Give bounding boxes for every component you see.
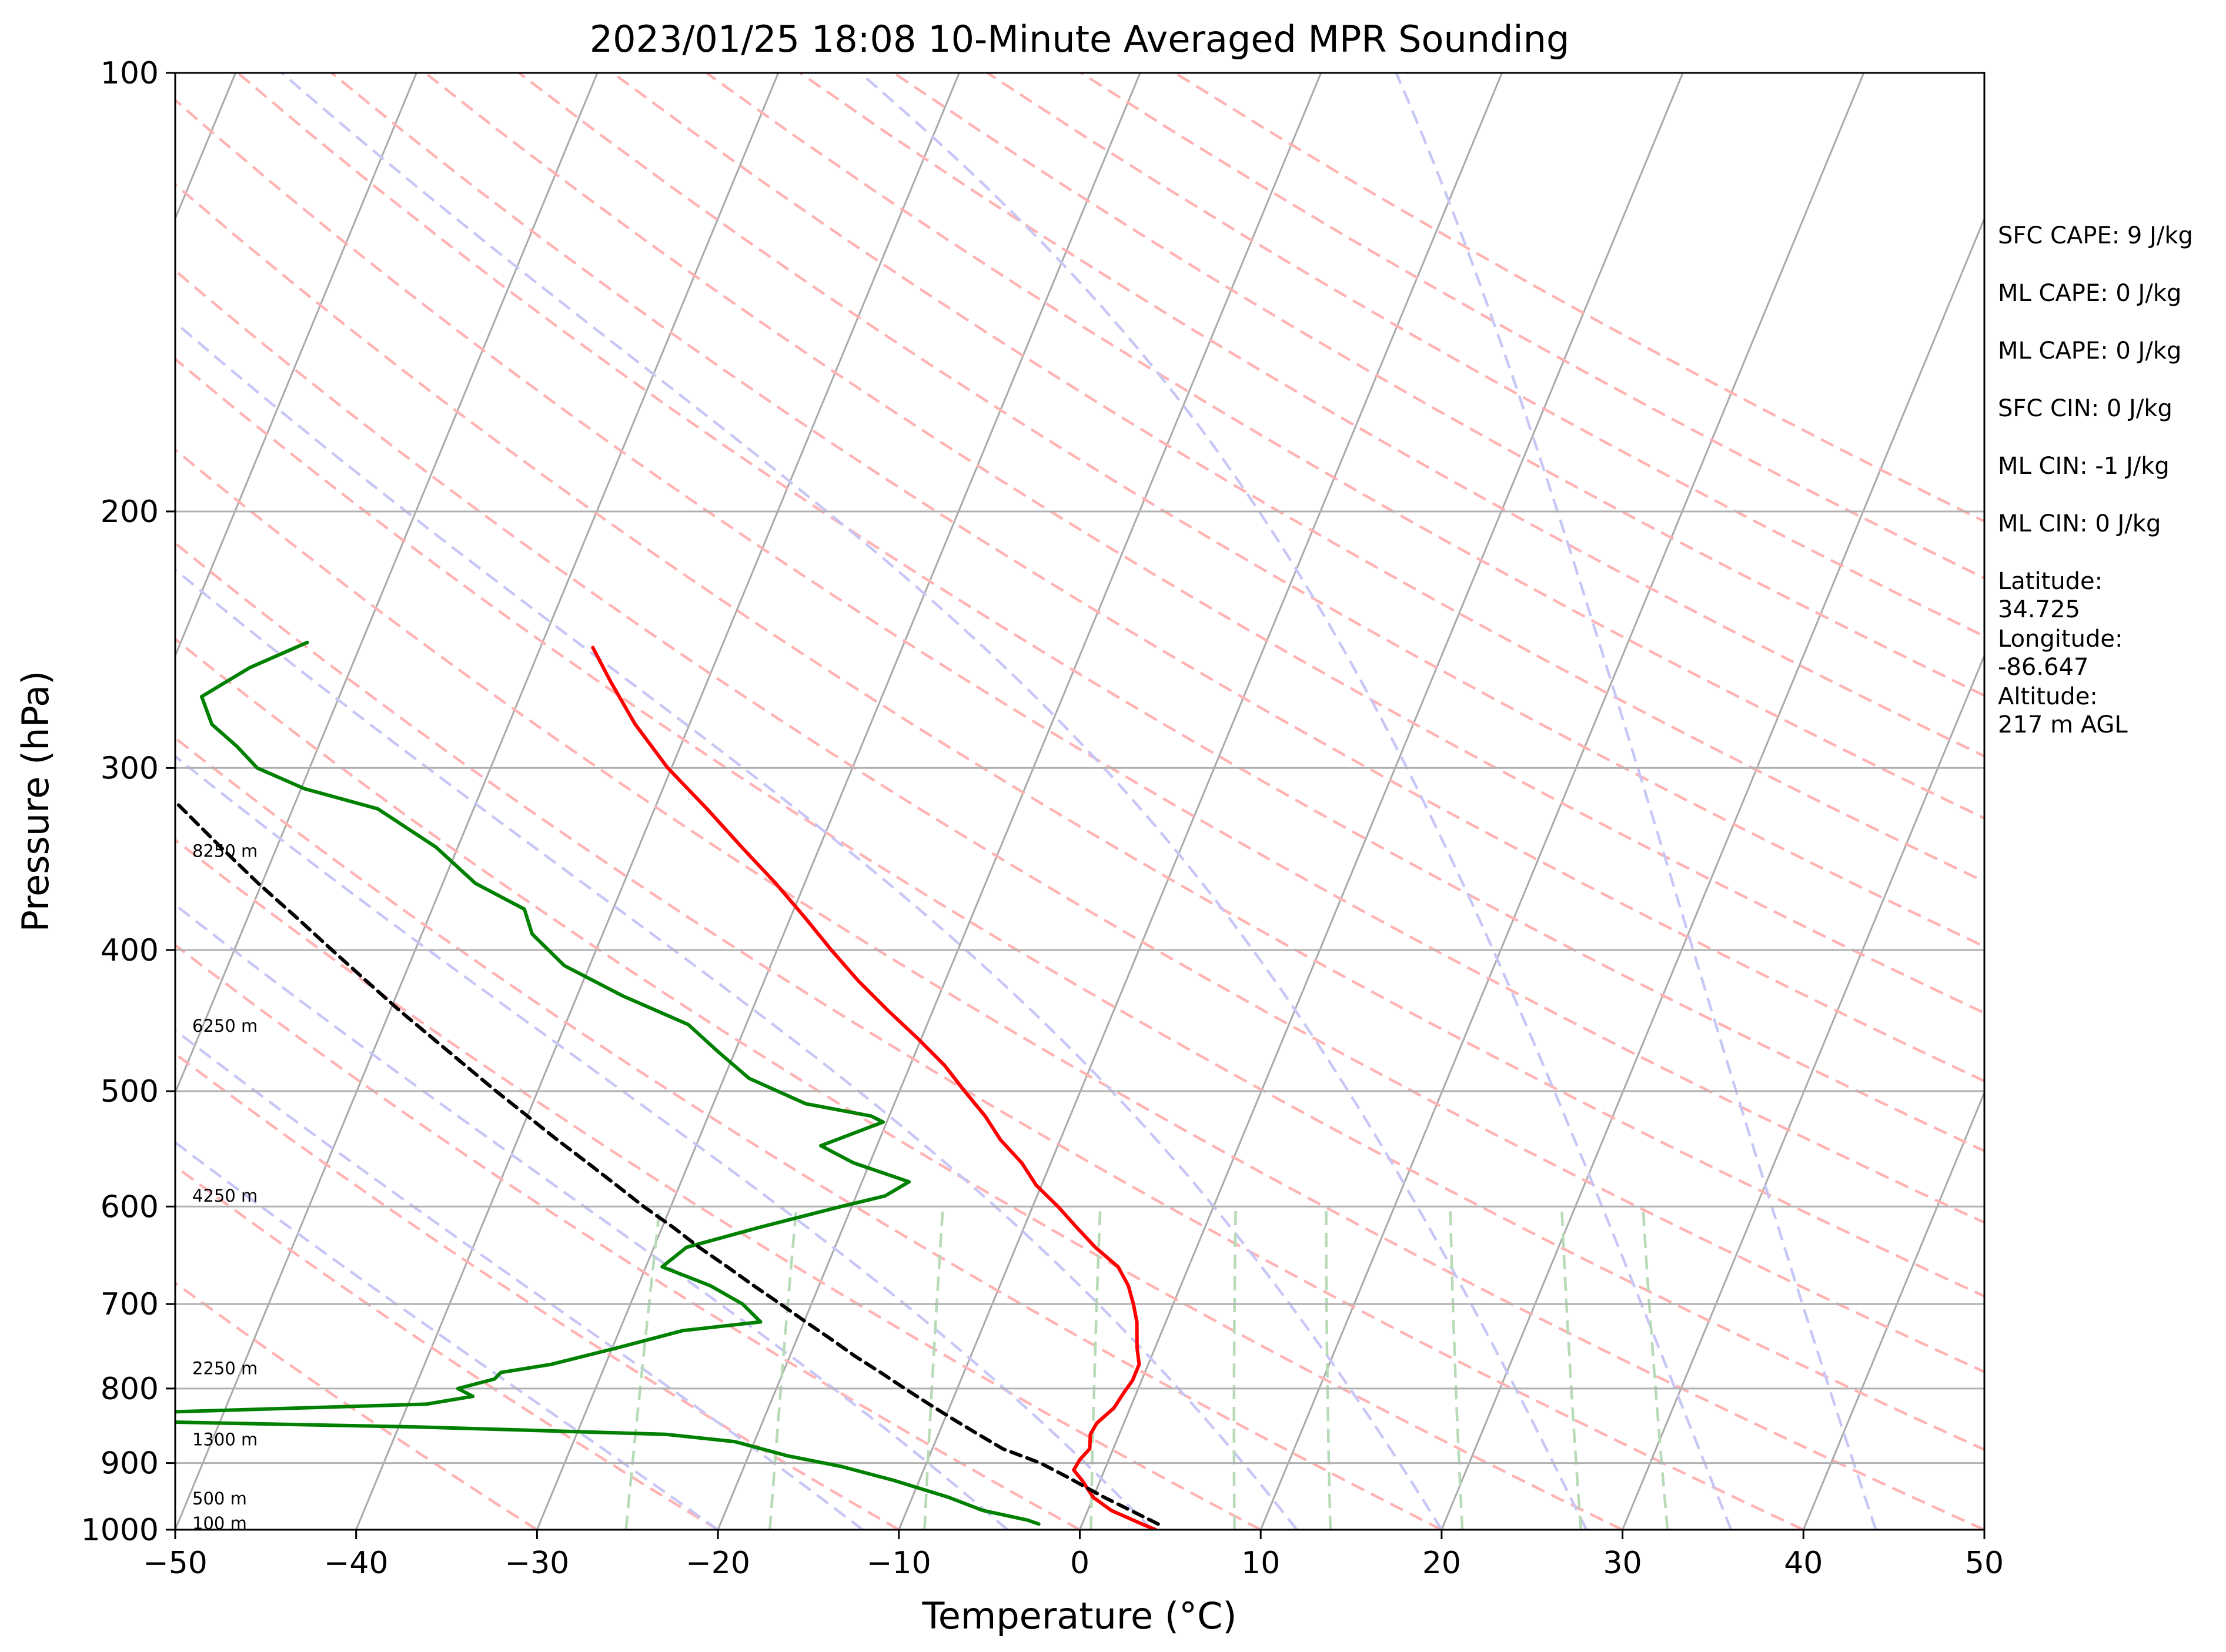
moist-adiabat-line xyxy=(175,568,1298,1530)
stat-text: Longitude: -86.647 xyxy=(1998,626,2123,681)
dry-adiabat-line xyxy=(175,736,1442,1530)
isotherm-line xyxy=(1440,216,1984,1530)
moist-adiabat-line xyxy=(175,320,1443,1530)
altitude-label: 6250 m xyxy=(192,1016,258,1036)
x-tick-label: 0 xyxy=(1070,1546,1089,1581)
moist-adiabat-line xyxy=(175,1141,719,1530)
mixing-ratio-line xyxy=(768,1206,798,1530)
isotherm-line xyxy=(175,73,599,1095)
dry-adiabat-line xyxy=(237,73,1984,1153)
altitude-label: 8250 m xyxy=(192,841,258,861)
x-tick-label: −40 xyxy=(324,1546,389,1581)
chart-title: 2023/01/25 18:08 10-Minute Averaged MPR … xyxy=(590,18,1570,61)
isotherm-line xyxy=(1802,1090,1984,1530)
isotherm-line xyxy=(1622,653,1984,1530)
x-tick-label: −20 xyxy=(686,1546,750,1581)
dry-adiabat-line xyxy=(175,98,1984,1225)
y-tick-label: 700 xyxy=(101,1287,159,1322)
y-axis-title: Pressure (hPa) xyxy=(14,671,57,932)
x-tick-label: 10 xyxy=(1241,1546,1280,1581)
y-tick-label: 900 xyxy=(101,1446,159,1482)
stat-text: ML CAPE: 0 J/kg xyxy=(1998,337,2181,364)
isotherm-line xyxy=(536,73,1141,1530)
stat-text: ML CIN: 0 J/kg xyxy=(1998,510,2161,537)
isotherm-line xyxy=(175,73,417,658)
altitude-labels: 100 m 500 m 1300 m 2250 m 4250 m 6250 m 8250 m xyxy=(192,841,258,1533)
moist-adiabat-line xyxy=(280,73,1588,1530)
sounding-series xyxy=(175,640,1160,1530)
dry-adiabat-line xyxy=(518,73,1984,948)
parcel-line xyxy=(175,799,1160,1526)
y-tick-label: 500 xyxy=(101,1074,159,1109)
altitude-label: 500 m xyxy=(192,1489,247,1509)
moist-adiabat-line xyxy=(175,754,1154,1530)
moist-adiabat-line xyxy=(859,73,1733,1530)
altitude-label: 100 m xyxy=(192,1513,247,1533)
dry-adiabat-line xyxy=(706,73,1984,820)
mixing-ratio-line xyxy=(923,1206,945,1530)
x-tick-label: 30 xyxy=(1603,1546,1642,1581)
stat-text: SFC CAPE: 9 J/kg xyxy=(1998,222,2193,249)
y-tick-label: 300 xyxy=(101,751,159,786)
y-tick-label: 600 xyxy=(101,1189,159,1225)
dry-adiabat-line xyxy=(175,269,1984,1373)
mixing-ratio-line xyxy=(1325,1206,1332,1530)
x-tick-label: −30 xyxy=(505,1546,570,1581)
dry-adiabat-line xyxy=(175,1281,538,1530)
altitude-label: 1300 m xyxy=(192,1429,258,1449)
y-tick-label: 800 xyxy=(101,1372,159,1407)
y-tick-label: 100 xyxy=(101,56,159,91)
x-axis-title: Temperature (°C) xyxy=(921,1594,1236,1637)
dry-adiabat-line xyxy=(175,448,1984,1530)
mixing-ratio-line xyxy=(1642,1206,1669,1530)
isotherm-line xyxy=(1259,73,1865,1530)
dry-adiabat-line xyxy=(175,357,1984,1452)
moist-adiabat-line xyxy=(175,903,1008,1530)
altitude-label: 2250 m xyxy=(192,1359,258,1379)
isotherm-line xyxy=(717,73,1322,1530)
dry-adiabat-line xyxy=(175,182,1984,1298)
dry-adiabat-line xyxy=(175,838,1262,1530)
x-tick-label: 50 xyxy=(1965,1546,2004,1581)
background-reference-lines xyxy=(175,73,1984,1530)
y-axis-ticks: 100 200 300 400 500 600 700 800 900 1000 xyxy=(81,56,175,1548)
stat-text: Latitude: 34.725 xyxy=(1998,568,2103,623)
dry-adiabat-line xyxy=(330,73,1984,1083)
stat-text: Altitude: 217 m AGL xyxy=(1998,683,2128,738)
mixing-ratio-line xyxy=(1560,1206,1583,1530)
x-tick-label: −50 xyxy=(143,1546,208,1581)
altitude-label: 4250 m xyxy=(192,1186,258,1206)
y-tick-label: 200 xyxy=(101,494,159,530)
mixing-ratio-line xyxy=(1232,1206,1237,1530)
dry-adiabat-line xyxy=(175,541,1804,1530)
x-tick-label: 20 xyxy=(1422,1546,1461,1581)
x-tick-label: 40 xyxy=(1784,1546,1823,1581)
x-axis-ticks: −50 −40 −30 −20 −10 0 10 20 30 40 50 xyxy=(143,1530,2004,1581)
x-tick-label: −10 xyxy=(867,1546,931,1581)
mixing-ratio-line xyxy=(1449,1206,1464,1530)
dewpoint-line xyxy=(175,640,1041,1526)
isotherm-line xyxy=(175,73,780,1530)
sounding-stats: SFC CAPE: 9 J/kg ML CAPE: 0 J/kg ML CAPE: … xyxy=(1998,222,2193,738)
stat-text: ML CAPE: 0 J/kg xyxy=(1998,280,2181,307)
dry-adiabat-line xyxy=(175,637,1623,1530)
temperature-line xyxy=(591,646,1158,1530)
y-tick-label: 400 xyxy=(101,933,159,968)
dry-adiabat-line xyxy=(175,943,1081,1530)
isotherm-line xyxy=(898,73,1503,1530)
moist-adiabat-line xyxy=(1395,73,1877,1530)
y-tick-label: 1000 xyxy=(81,1513,159,1548)
dry-adiabat-line xyxy=(175,1052,900,1530)
isotherm-line xyxy=(1079,73,1684,1530)
stat-text: ML CIN: -1 J/kg xyxy=(1998,453,2170,480)
dry-adiabat-line xyxy=(893,73,1984,697)
stat-text: SFC CIN: 0 J/kg xyxy=(1998,395,2172,422)
